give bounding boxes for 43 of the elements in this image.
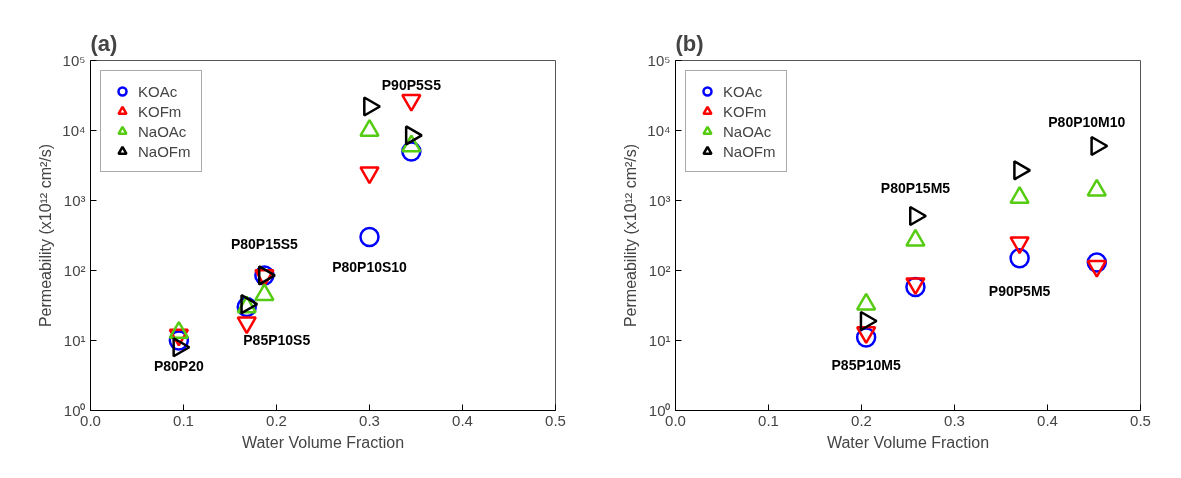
legend-label: KOFm (723, 102, 767, 120)
x-tick-label: 0.1 (173, 411, 194, 429)
y-tick-label: 10⁴ (647, 122, 671, 139)
legend-label: NaOAc (723, 122, 772, 140)
y-tick-label: 10¹ (63, 332, 86, 349)
x-tick-label: 0.1 (758, 411, 779, 429)
x-tick-label: 0.4 (1037, 411, 1058, 429)
y-tick-label: 10³ (63, 192, 86, 209)
annotation: P85P10S5 (243, 332, 311, 349)
legend-label: KOFm (138, 102, 182, 120)
legend-label: NaOFm (723, 142, 776, 160)
x-tick-label: 0.5 (545, 411, 566, 429)
annotation: P80P10S10 (332, 259, 408, 276)
x-tick-label: 0.3 (359, 411, 380, 429)
annotation: P80P10M10 (1048, 113, 1126, 130)
annotation: P80P15M5 (880, 180, 951, 197)
x-tick-label: 0.5 (1130, 411, 1151, 429)
y-tick-label: 10⁵ (62, 52, 86, 69)
x-axis-title: Water Volume Fraction (826, 433, 990, 451)
legend-label: KOAc (723, 82, 763, 100)
chart-title: (a) (90, 30, 118, 56)
x-axis-title: Water Volume Fraction (241, 433, 405, 451)
legend-label: KOAc (138, 82, 178, 100)
annotation: P80P20 (153, 357, 204, 374)
y-tick-label: 10¹ (648, 332, 671, 349)
y-tick-label: 10² (63, 262, 86, 279)
x-tick-label: 0.2 (851, 411, 872, 429)
y-axis-title: Permeability (x10¹² cm²/s) (622, 143, 640, 328)
y-tick-label: 10⁴ (62, 122, 86, 139)
y-tick-label: 10² (648, 262, 671, 279)
annotation: P90P5S5 (381, 76, 442, 93)
annotation: P80P15S5 (230, 236, 299, 253)
chart-title: (b) (675, 30, 704, 56)
annotation: P85P10M5 (831, 356, 901, 373)
y-tick-label: 10³ (648, 192, 671, 209)
legend-label: NaOAc (138, 122, 187, 140)
x-tick-label: 0.4 (452, 411, 473, 429)
legend-label: NaOFm (138, 142, 191, 160)
y-tick-label: 10⁵ (647, 52, 671, 69)
x-tick-label: 0.2 (266, 411, 287, 429)
annotation: P90P5M5 (988, 283, 1051, 300)
y-axis-title: Permeability (x10¹² cm²/s) (37, 143, 55, 328)
x-tick-label: 0.3 (944, 411, 965, 429)
